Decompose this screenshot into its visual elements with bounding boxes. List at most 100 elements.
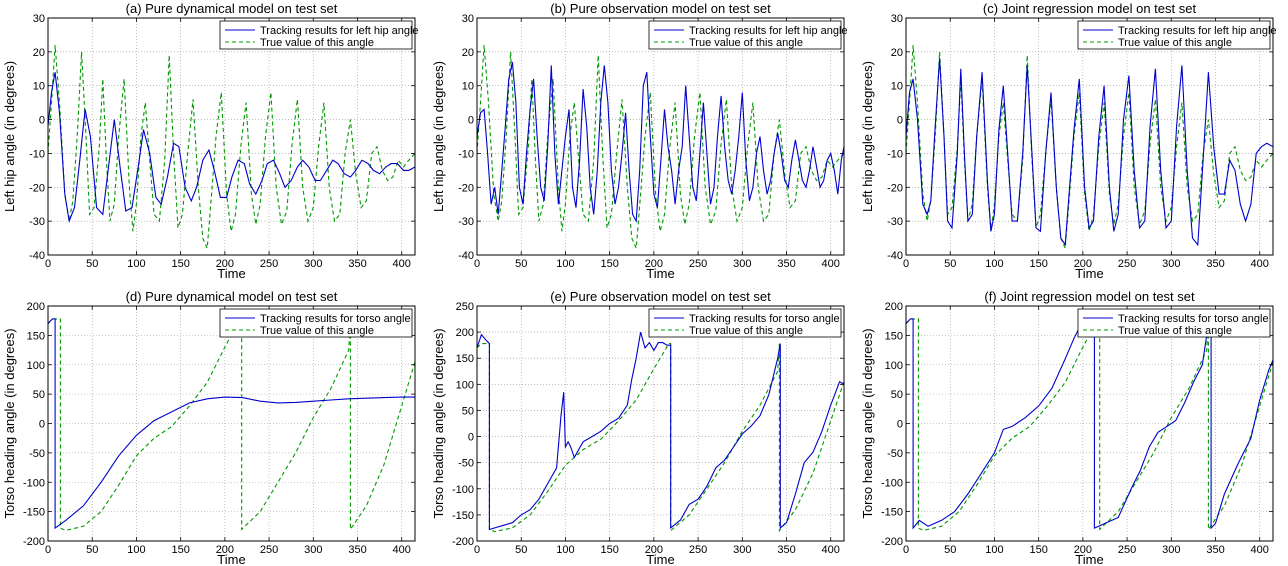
y-tick-label: -100 xyxy=(452,484,474,496)
y-tick-label: -40 xyxy=(458,250,474,262)
x-tick-label: 250 xyxy=(260,544,278,556)
y-tick-label: 250 xyxy=(456,301,474,313)
axes-frame xyxy=(476,17,845,256)
x-tick-label: 150 xyxy=(1029,544,1047,556)
axes-frame xyxy=(476,305,845,542)
y-tick-label: -20 xyxy=(29,182,45,194)
x-tick-label: 400 xyxy=(1251,258,1269,270)
y-axis-label: Left hip angle (in degrees) xyxy=(431,61,446,212)
y-tick-label: 150 xyxy=(456,353,474,365)
x-tick-label: 300 xyxy=(304,258,322,270)
x-tick-label: 400 xyxy=(822,544,840,556)
y-tick-label: 200 xyxy=(885,301,903,313)
legend-box xyxy=(648,308,842,338)
y-tick-label: -100 xyxy=(23,477,45,489)
x-tick-label: 200 xyxy=(645,544,663,556)
y-tick-label: 10 xyxy=(462,81,474,93)
x-tick-label: 150 xyxy=(1029,258,1047,270)
x-tick-label: 0 xyxy=(474,258,480,270)
y-tick-label: -200 xyxy=(881,536,903,548)
x-tick-label: 400 xyxy=(1251,544,1269,556)
y-tick-label: 20 xyxy=(891,47,903,59)
y-tick-label: -30 xyxy=(29,216,45,228)
y-tick-label: 10 xyxy=(891,81,903,93)
legend: Tracking results for left hip angleTrue … xyxy=(648,20,848,50)
y-tick-label: -20 xyxy=(458,182,474,194)
x-axis-label: Time xyxy=(646,552,674,566)
y-tick-label: -50 xyxy=(887,448,903,460)
series-line-0 xyxy=(906,58,1273,247)
x-axis-label: Time xyxy=(1075,266,1103,281)
x-tick-label: 250 xyxy=(689,544,707,556)
legend-box xyxy=(1077,308,1271,338)
y-tick-label: -50 xyxy=(458,458,474,470)
series-line-0 xyxy=(48,318,415,530)
y-tick-label: 100 xyxy=(27,360,45,372)
legend-label-0: Tracking results for left hip angle xyxy=(1118,25,1277,37)
series-line-1 xyxy=(48,45,415,249)
y-tick-label: -40 xyxy=(887,250,903,262)
axes-frame xyxy=(47,17,416,256)
chart-title: (d) Pure dynamical model on test set xyxy=(126,289,338,304)
legend-label-1: True value of this angle xyxy=(689,37,803,49)
y-tick-label: -30 xyxy=(887,216,903,228)
y-tick-label: 10 xyxy=(33,81,45,93)
x-tick-label: 200 xyxy=(645,258,663,270)
chart-title: (e) Pure observation model on test set xyxy=(550,289,771,304)
x-tick-label: 0 xyxy=(474,544,480,556)
x-tick-label: 300 xyxy=(733,544,751,556)
x-tick-label: 350 xyxy=(348,258,366,270)
legend-label-1: True value of this angle xyxy=(1118,37,1232,49)
x-tick-label: 50 xyxy=(944,258,956,270)
y-axis-label: Torso heading angle (in degrees) xyxy=(2,328,17,518)
chart-panel-4: 0 50 100 150 200 250 300 350 400 -200 -150 -100 -50 0… xyxy=(431,289,845,566)
legend-label-0: Tracking results for torso angle xyxy=(1118,313,1269,325)
x-tick-label: 200 xyxy=(1074,544,1092,556)
x-tick-label: 200 xyxy=(216,544,234,556)
x-tick-label: 300 xyxy=(304,544,322,556)
legend-label-0: Tracking results for torso angle xyxy=(260,313,411,325)
x-tick-label: 250 xyxy=(689,258,707,270)
y-tick-label: 20 xyxy=(462,47,474,59)
y-tick-label: -200 xyxy=(452,536,474,548)
x-tick-label: 200 xyxy=(216,258,234,270)
y-tick-label: 30 xyxy=(33,13,45,25)
series-line-0 xyxy=(477,61,844,224)
series-line-0 xyxy=(477,331,844,531)
series-line-1 xyxy=(906,318,1273,532)
y-tick-label: 200 xyxy=(456,327,474,339)
legend-label-1: True value of this angle xyxy=(1118,325,1232,337)
legend-label-0: Tracking results for torso angle xyxy=(689,313,840,325)
x-tick-label: 350 xyxy=(348,544,366,556)
y-tick-label: -150 xyxy=(881,507,903,519)
chart-title: (f) Joint regression model on test set xyxy=(984,289,1195,304)
legend-box xyxy=(219,308,413,338)
chart-panel-0: 0 50 100 150 200 250 300 350 400 -40 -30 -20 -10 0 10 2… xyxy=(2,1,419,281)
legend: Tracking results for left hip angleTrue … xyxy=(1077,20,1277,50)
y-tick-label: 0 xyxy=(39,419,45,431)
x-tick-label: 100 xyxy=(985,258,1003,270)
y-tick-label: 100 xyxy=(456,379,474,391)
y-tick-label: 30 xyxy=(462,13,474,25)
x-tick-label: 50 xyxy=(515,544,527,556)
chart-panel-3: 0 50 100 150 200 250 300 350 400 -200 -150 -100 -50 0… xyxy=(2,289,416,566)
legend-label-1: True value of this angle xyxy=(260,37,374,49)
chart-title: (b) Pure observation model on test set xyxy=(550,1,771,16)
x-tick-label: 100 xyxy=(127,258,145,270)
x-tick-label: 350 xyxy=(1206,258,1224,270)
legend-label-1: True value of this angle xyxy=(689,325,803,337)
y-tick-label: 0 xyxy=(897,115,903,127)
y-tick-label: 50 xyxy=(33,389,45,401)
y-axis-label: Left hip angle (in degrees) xyxy=(2,61,17,212)
legend-label-0: Tracking results for left hip angle xyxy=(260,25,419,37)
axes-frame xyxy=(905,17,1274,256)
y-tick-label: 200 xyxy=(27,301,45,313)
legend-box xyxy=(1077,20,1271,50)
x-axis-label: Time xyxy=(1075,552,1103,566)
x-tick-label: 300 xyxy=(733,258,751,270)
y-tick-label: -30 xyxy=(458,216,474,228)
